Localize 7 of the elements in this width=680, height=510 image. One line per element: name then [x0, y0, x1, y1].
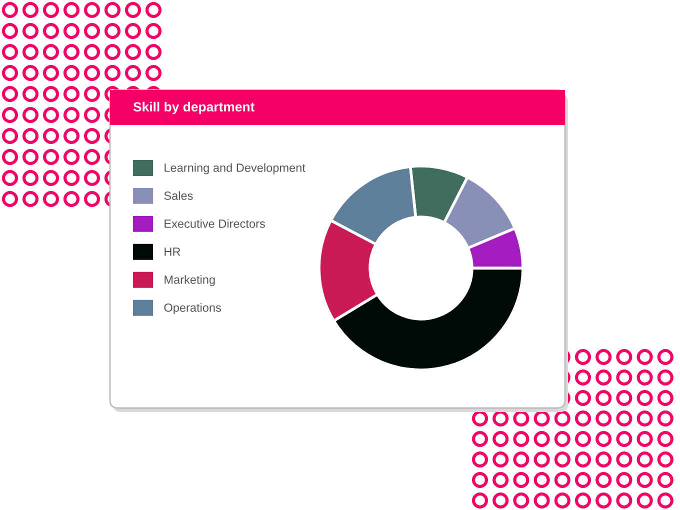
legend-label: Learning and Development — [164, 163, 306, 174]
legend-label: Operations — [164, 303, 222, 314]
chart-title: Skill by department — [133, 102, 255, 114]
legend-label: HR — [164, 248, 180, 256]
legend-label: Marketing — [164, 275, 215, 286]
legend-label: Sales — [164, 191, 193, 200]
legend-label: Executive Directors — [164, 219, 265, 228]
